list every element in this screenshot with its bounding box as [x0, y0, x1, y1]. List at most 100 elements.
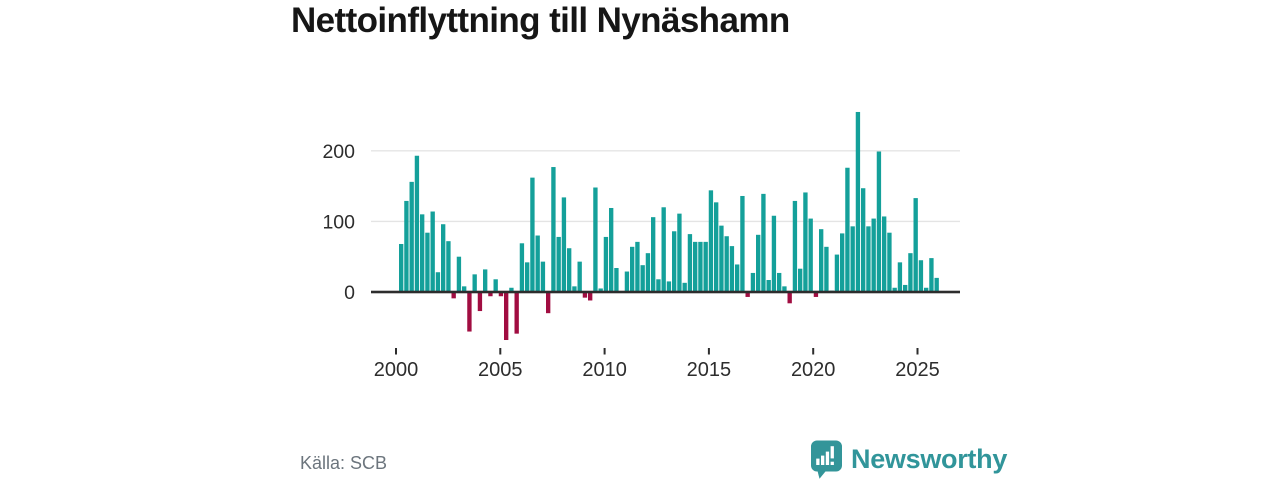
bar-2005Q3	[514, 292, 519, 334]
bar-2006Q1	[525, 262, 530, 292]
bar-2009Q3	[598, 288, 603, 292]
bar-2012Q4	[666, 281, 672, 292]
bar-2004Q1	[483, 269, 488, 292]
bar-2016Q3	[745, 292, 750, 297]
bar-2004Q4	[498, 292, 504, 297]
bar-2024Q4	[918, 260, 924, 292]
bar-2003Q1	[462, 286, 467, 292]
bar-2006Q4	[540, 261, 546, 292]
bar-2024Q3	[913, 198, 918, 292]
bar-2002Q4	[456, 256, 462, 292]
page-title: Nettoinflyttning till Nynäshamn	[291, 1, 790, 40]
bar-2005Q4	[519, 243, 525, 292]
x-tick-label-2015: 2015	[687, 359, 732, 381]
bar-2002Q1	[441, 224, 446, 292]
bar-2008Q1	[567, 248, 572, 292]
bar-2017Q1	[756, 234, 761, 292]
bar-2009Q4	[603, 236, 609, 292]
bar-2011Q3	[640, 265, 645, 292]
bar-2016Q4	[750, 272, 756, 292]
bar-2023Q1	[882, 216, 887, 292]
bar-2016Q2	[740, 195, 745, 292]
bar-2008Q3	[577, 261, 582, 292]
bar-2009Q2	[593, 187, 598, 292]
x-tick-label-2005: 2005	[478, 359, 523, 381]
bar-2013Q3	[682, 282, 687, 292]
x-axis-line	[371, 290, 960, 294]
bar-2021Q2	[845, 167, 850, 292]
bar-2003Q2	[467, 292, 472, 332]
bar-2024Q2	[908, 253, 913, 292]
bar-2007Q1	[546, 292, 551, 314]
bar-2025Q2	[929, 258, 934, 292]
bar-2019Q4	[813, 292, 819, 297]
bar-2004Q2	[488, 292, 493, 297]
bar-2018Q1	[777, 272, 782, 292]
y-tick-label-200: 200	[322, 141, 355, 163]
bar-2023Q2	[887, 232, 892, 292]
bar-2005Q1	[504, 292, 509, 341]
bar-2002Q3	[451, 292, 456, 299]
bar-2017Q2	[761, 193, 766, 292]
x-tick-label-2000: 2000	[374, 359, 419, 381]
bar-2012Q3	[661, 207, 666, 292]
bar-2000Q4	[414, 155, 420, 292]
bar-2018Q4	[792, 200, 798, 292]
newsworthy-logo-icon	[811, 440, 842, 479]
bar-2020Q1	[819, 229, 824, 292]
bar-2023Q4	[897, 262, 903, 292]
bar-2010Q2	[614, 268, 619, 292]
x-tick-label-2025: 2025	[895, 359, 940, 381]
bar-2013Q2	[677, 213, 682, 292]
bar-2001Q4	[435, 272, 441, 292]
bar-2007Q4	[561, 197, 567, 292]
bar-2010Q4	[624, 271, 630, 292]
bar-2006Q3	[535, 235, 540, 292]
bar-2021Q3	[850, 226, 855, 292]
bar-2025Q3	[934, 277, 939, 292]
bar-2017Q3	[766, 280, 771, 292]
bar-2014Q2	[698, 241, 703, 292]
bar-2011Q1	[630, 246, 635, 292]
bar-2002Q2	[446, 241, 451, 292]
bar-2021Q1	[840, 233, 845, 292]
bar-2000Q3	[409, 181, 414, 292]
bar-2007Q2	[551, 167, 556, 292]
newsworthy-logo: Newsworthy	[810, 440, 1007, 480]
bar-2018Q3	[787, 292, 792, 304]
bar-2021Q4	[855, 111, 861, 292]
bar-2001Q2	[425, 232, 430, 292]
bar-2015Q3	[724, 236, 729, 292]
bar-2014Q4	[708, 190, 714, 292]
bar-2025Q1	[924, 287, 929, 292]
source-note: Källa: SCB	[300, 453, 388, 473]
bar-2020Q4	[834, 254, 840, 292]
bar-2003Q3	[472, 274, 477, 292]
bar-2015Q2	[719, 225, 724, 292]
bar-2007Q3	[556, 236, 561, 292]
bar-2013Q1	[672, 231, 677, 292]
bar-2000Q2	[404, 200, 409, 292]
bar-2024Q1	[903, 284, 908, 292]
bar-2020Q2	[824, 246, 829, 292]
bar-2012Q2	[656, 279, 661, 292]
bar-2019Q3	[808, 218, 813, 292]
y-tick-label-100: 100	[322, 211, 355, 233]
bar-2019Q1	[798, 268, 803, 292]
bar-2008Q2	[572, 286, 577, 292]
bar-2018Q2	[782, 286, 787, 292]
bar-2015Q4	[729, 246, 735, 292]
x-tick-label-2020: 2020	[791, 359, 836, 381]
bar-2012Q1	[651, 217, 656, 292]
bar-2004Q3	[493, 279, 498, 292]
bar-2003Q4	[477, 292, 483, 312]
bar-2001Q1	[420, 214, 425, 292]
bar-2022Q4	[876, 151, 882, 292]
bar-2022Q3	[871, 218, 876, 292]
bar-2023Q3	[892, 287, 897, 292]
bar-2022Q1	[861, 188, 866, 292]
brand-name: Newsworthy	[851, 444, 1008, 474]
bar-2005Q2	[509, 287, 514, 292]
